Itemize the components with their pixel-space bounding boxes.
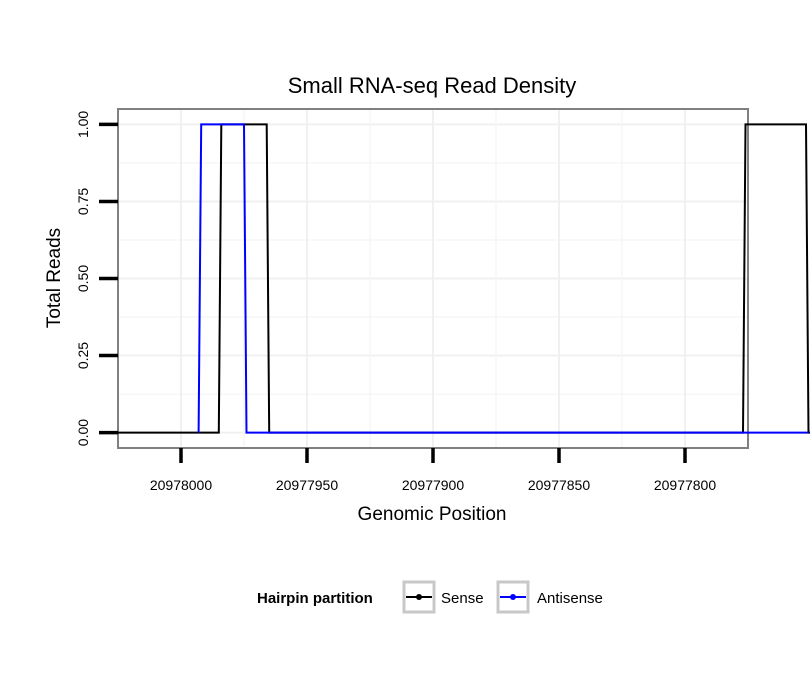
x-tick-label-2: 20977900 — [402, 477, 465, 493]
y-tick-label-3: 0.75 — [75, 188, 91, 215]
chart-title: Small RNA-seq Read Density — [288, 73, 577, 98]
x-axis-title: Genomic Position — [358, 504, 507, 525]
legend-label-sense: Sense — [441, 590, 484, 607]
y-axis-title: Total Reads — [44, 228, 65, 328]
legend-label-antisense: Antisense — [537, 590, 603, 607]
y-tick-label-4: 1.00 — [75, 111, 91, 138]
series-line-antisense — [197, 123, 809, 434]
x-tick-label-1: 20977950 — [276, 477, 339, 493]
y-tick-label-0: 0.00 — [75, 419, 91, 446]
legend: Hairpin partition Sense Antisense — [257, 580, 603, 614]
series-group — [118, 123, 810, 434]
y-tick-label-2: 0.50 — [75, 265, 91, 292]
x-tick-label-4: 20977800 — [654, 477, 717, 493]
y-axis: 0.00 0.25 0.50 0.75 1.00 — [75, 111, 118, 446]
legend-title: Hairpin partition — [257, 590, 373, 607]
y-tick-label-1: 0.25 — [75, 342, 91, 369]
legend-point-antisense — [510, 594, 516, 600]
legend-point-sense — [416, 594, 422, 600]
x-tick-label-3: 20977850 — [528, 477, 591, 493]
x-axis: 20978000 20977950 20977900 20977850 20977800 — [150, 448, 717, 493]
legend-item-sense: Sense — [402, 580, 484, 614]
grid — [118, 109, 748, 448]
legend-item-antisense: Antisense — [496, 580, 603, 614]
x-tick-label-0: 20978000 — [150, 477, 213, 493]
